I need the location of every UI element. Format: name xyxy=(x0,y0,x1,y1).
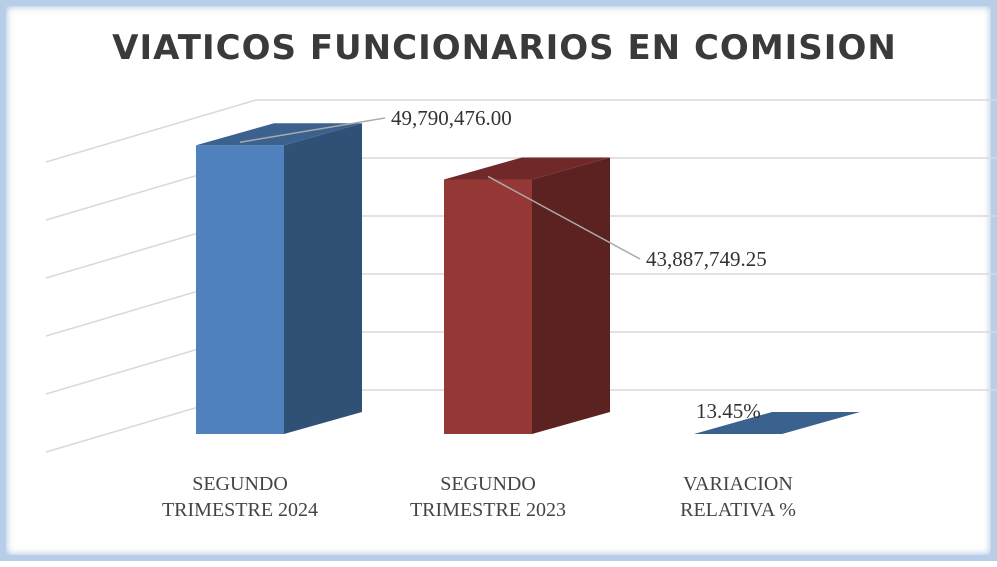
x-tick-label: SEGUNDO TRIMESTRE 2024 xyxy=(140,471,340,523)
data-label: 13.45% xyxy=(696,399,761,424)
chart-title: VIATICOS FUNCIONARIOS EN COMISION xyxy=(6,28,997,68)
x-tick-label: SEGUNDO TRIMESTRE 2023 xyxy=(388,471,588,523)
bar-side xyxy=(532,157,610,434)
x-tick-label: VARIACION RELATIVA % xyxy=(668,471,808,523)
bar-side xyxy=(284,123,362,434)
bar xyxy=(444,179,532,434)
data-label: 43,887,749.25 xyxy=(646,247,767,272)
bar xyxy=(196,145,284,434)
data-label: 49,790,476.00 xyxy=(391,106,512,131)
grid-line xyxy=(46,100,997,162)
